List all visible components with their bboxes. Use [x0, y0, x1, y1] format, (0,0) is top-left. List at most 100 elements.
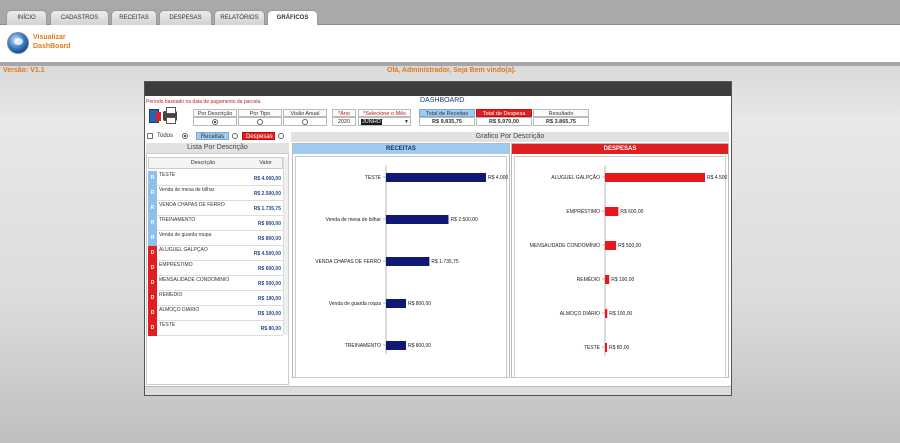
filter-todos-label: Todos — [157, 133, 174, 139]
category-label: MENSALIDADE CONDOMÍNIO — [530, 242, 600, 249]
list-item[interactable]: R Venda de guarda roupa R$ 800,00 — [148, 231, 283, 246]
radio-por-descricao[interactable] — [212, 118, 218, 125]
despesa-badge: D — [148, 261, 157, 276]
bar[interactable] — [605, 173, 705, 182]
total-receitas-label: Total de Receitas — [419, 109, 475, 117]
bar[interactable] — [605, 309, 608, 318]
receitas-chart-area: TESTE R$ 4.000,00 Venda de mesa de bilhar R… — [295, 156, 508, 378]
option-por-descricao[interactable] — [193, 117, 237, 126]
divider-band — [0, 62, 900, 66]
tab-graficos[interactable]: GRÁFICOS — [267, 10, 318, 26]
list-item-descricao: TREINAMENTO — [159, 217, 196, 223]
radio-todos[interactable] — [182, 133, 188, 139]
list-item-valor: R$ 800,00 — [257, 236, 281, 242]
list-item[interactable]: D ALMOÇO DIÁRIO R$ 100,00 — [148, 306, 283, 321]
data-label: R$ 800,00 — [408, 343, 431, 349]
list-item[interactable]: D REMÉDIO R$ 190,00 — [148, 291, 283, 306]
list-item-descricao: TESTE — [159, 172, 176, 178]
list-item[interactable]: D EMPRÉSTIMO R$ 600,00 — [148, 261, 283, 276]
data-label: R$ 190,00 — [611, 277, 634, 283]
filter-receitas-label: Receitas — [196, 132, 229, 140]
list-item[interactable]: R TREINAMENTO R$ 800,00 — [148, 216, 283, 231]
panel-footer-bar — [145, 386, 731, 395]
bar[interactable] — [386, 257, 430, 266]
data-label: R$ 1.735,75 — [431, 259, 458, 265]
chevron-down-icon[interactable]: ▼ — [404, 119, 409, 125]
bar[interactable] — [386, 341, 406, 350]
radio-despesas[interactable] — [278, 133, 284, 139]
tab-cadastros[interactable]: CADASTROS — [50, 10, 109, 25]
list-item-valor: R$ 500,00 — [257, 281, 281, 287]
despesas-chart-svg: ALUGUEL GALPÇÃO R$ 4.500,00 EMPRÉSTIMO R$ 6… — [530, 165, 727, 356]
lista-scrollbar[interactable] — [283, 157, 288, 335]
list-item-valor: R$ 4.000,00 — [253, 176, 281, 182]
option-por-tipo[interactable] — [238, 117, 282, 126]
bar[interactable] — [605, 275, 610, 284]
category-label: EMPRÉSTIMO — [566, 208, 600, 215]
resultado-value: R$ 3.865,75 — [533, 117, 589, 126]
tab-relatorios[interactable]: RELATÓRIOS — [214, 10, 265, 25]
bar[interactable] — [605, 343, 607, 352]
todos-checkbox[interactable] — [147, 133, 153, 139]
ano-input[interactable]: 2020 — [332, 117, 356, 126]
category-label: ALMOÇO DIÁRIO — [560, 310, 600, 317]
logo-line1: Visualizar — [33, 34, 66, 41]
list-item[interactable]: R Venda de mesa de bilhar R$ 2.500,00 — [148, 186, 283, 201]
category-label: Venda de mesa de bilhar — [326, 217, 382, 223]
radio-por-tipo[interactable] — [257, 118, 263, 125]
panel-title-bar — [145, 82, 731, 96]
top-tab-bar: INÍCIO CADASTROS RECEITAS DESPESAS RELAT… — [0, 0, 900, 26]
data-label: R$ 80,00 — [609, 345, 630, 351]
option-por-descricao-label: Por Descrição — [193, 109, 237, 117]
list-item-valor: R$ 2.500,00 — [253, 191, 281, 197]
mes-select[interactable]: JUNHO ▼ — [358, 117, 411, 126]
list-item[interactable]: D MENSALIDADE CONDOMÍNIO R$ 500,00 — [148, 276, 283, 291]
list-item-descricao: VENDA CHAPAS DE FERRO — [159, 202, 225, 208]
despesas-chart-panel: DESPESAS ALUGUEL GALPÇÃO R$ 4.500,00 EMPRÉ… — [511, 143, 729, 378]
option-visao-anual[interactable] — [283, 117, 327, 126]
dashboard-panel: Período baseado na data de pagamento da … — [144, 81, 732, 396]
data-label: R$ 800,00 — [408, 301, 431, 307]
receita-badge: R — [148, 186, 157, 201]
list-item[interactable]: R TESTE R$ 4.000,00 — [148, 171, 283, 186]
logo-text[interactable]: Visualizar DashBoard — [33, 33, 70, 51]
exit-door-icon[interactable] — [149, 109, 161, 123]
grafico-title: Grafico Por Descrição — [291, 132, 729, 142]
data-label: R$ 4.000,00 — [488, 175, 508, 181]
despesa-badge: D — [148, 321, 157, 336]
list-item[interactable]: R VENDA CHAPAS DE FERRO R$ 1.735,75 — [148, 201, 283, 216]
bar[interactable] — [386, 299, 406, 308]
data-label: R$ 100,00 — [609, 311, 632, 317]
category-label: REMÉDIO — [577, 276, 600, 283]
bar[interactable] — [605, 241, 617, 250]
option-por-tipo-label: Por Tipo — [238, 109, 282, 117]
tab-despesas[interactable]: DESPESAS — [159, 10, 212, 25]
list-item-valor: R$ 4.500,00 — [253, 251, 281, 257]
version-label: Versão: V1.1 — [3, 67, 45, 74]
dashboard-logo-icon[interactable] — [7, 32, 29, 54]
list-item-valor: R$ 800,00 — [257, 221, 281, 227]
list-item-descricao: TESTE — [159, 322, 176, 328]
receitas-chart-panel: RECEITAS TESTE R$ 4.000,00 Venda de mesa d… — [292, 143, 510, 378]
radio-visao-anual[interactable] — [302, 118, 308, 125]
bar[interactable] — [386, 173, 486, 182]
tab-inicio[interactable]: INÍCIO — [6, 10, 47, 25]
col-valor: Valor — [259, 160, 272, 166]
resultado-label: Resultado — [533, 109, 589, 117]
tab-receitas[interactable]: RECEITAS — [111, 10, 157, 25]
list-item-valor: R$ 600,00 — [257, 266, 281, 272]
printer-icon[interactable] — [163, 107, 177, 124]
list-item[interactable]: D ALUGUEL GALPÇÃO R$ 4.500,00 — [148, 246, 283, 261]
total-despesas-value: R$ 5.970,00 — [476, 117, 532, 126]
category-label: TESTE — [365, 175, 382, 181]
mes-label: *Selecione o Mês — [358, 109, 411, 117]
logo-highlight — [14, 38, 23, 45]
radio-receitas[interactable] — [232, 133, 238, 139]
receita-badge: R — [148, 171, 157, 186]
periodo-note: Período baseado na data de pagamento da … — [146, 99, 261, 105]
bar[interactable] — [605, 207, 619, 216]
list-item-descricao: MENSALIDADE CONDOMÍNIO — [159, 277, 230, 283]
category-label: TESTE — [584, 345, 601, 351]
list-item[interactable]: D TESTE R$ 80,00 — [148, 321, 283, 336]
bar[interactable] — [386, 215, 449, 224]
